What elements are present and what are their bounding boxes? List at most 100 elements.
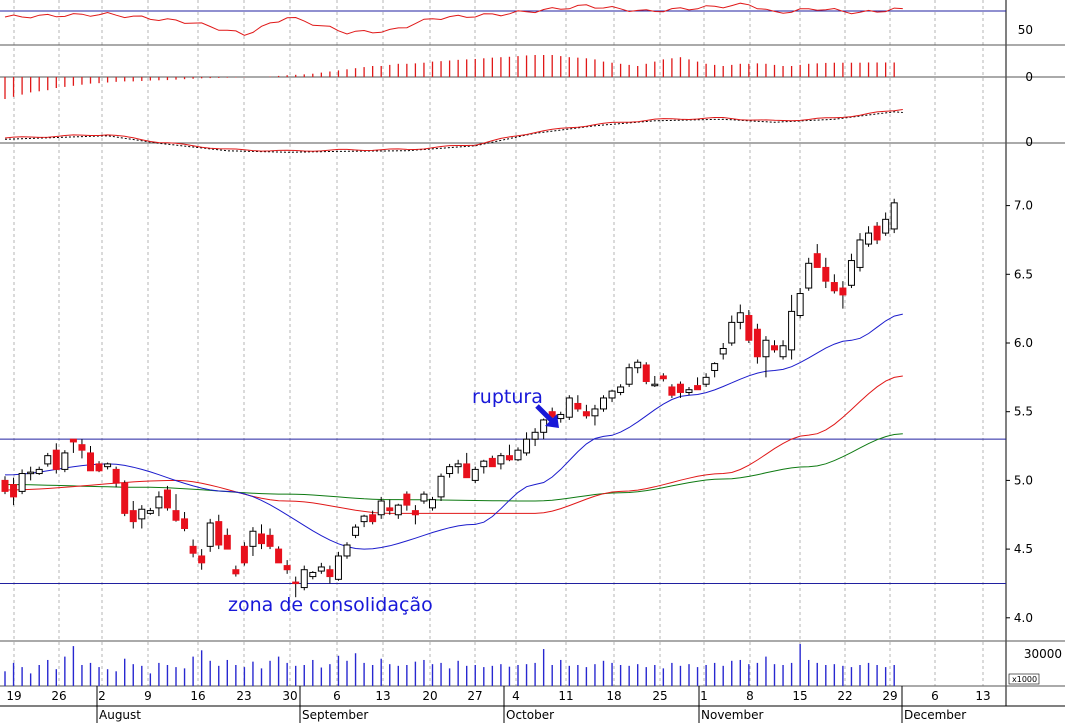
- candle: [847, 253, 855, 289]
- x-tick-label: 13: [975, 689, 990, 703]
- volume-unit-box: [1008, 673, 1040, 685]
- candle: [625, 363, 633, 387]
- candle-body: [642, 364, 650, 382]
- panel-frames: [0, 0, 1065, 707]
- candle: [112, 466, 120, 488]
- candle-body: [386, 507, 394, 512]
- candle: [181, 512, 189, 532]
- consolidation-annotation: zona de consolidação: [228, 594, 433, 616]
- candle-body: [779, 345, 787, 358]
- candle-body: [480, 460, 488, 468]
- candle: [360, 514, 368, 528]
- indicator-panel-1: [0, 2, 1006, 36]
- candle: [574, 395, 582, 412]
- x-tick-label: 29: [882, 689, 897, 703]
- candle: [454, 459, 462, 474]
- candle: [52, 443, 60, 474]
- candle-body: [18, 473, 26, 492]
- x-tick-label: 25: [652, 689, 667, 703]
- candle: [300, 565, 308, 591]
- candle: [890, 198, 898, 234]
- candle-body: [27, 471, 35, 475]
- candle-body: [574, 402, 582, 410]
- candle: [822, 257, 830, 289]
- candle: [275, 546, 283, 564]
- candle: [377, 496, 385, 519]
- price-tick-label: 4.5: [1014, 542, 1033, 556]
- candle: [309, 571, 317, 580]
- candle-body: [352, 526, 360, 536]
- candle-body: [309, 571, 317, 578]
- candle-body: [232, 569, 240, 575]
- candle: [232, 565, 240, 577]
- candle: [694, 377, 702, 391]
- candle-body: [514, 449, 522, 461]
- candle: [223, 528, 231, 550]
- x-tick-label: 16: [190, 689, 205, 703]
- candle: [882, 212, 890, 236]
- candle: [189, 539, 197, 558]
- candle-body: [540, 419, 548, 433]
- candle: [771, 340, 778, 353]
- candle-body: [138, 508, 146, 520]
- candle-body: [565, 397, 573, 418]
- candle: [240, 542, 248, 566]
- candle-body: [728, 321, 736, 344]
- candle: [283, 560, 291, 574]
- candle: [753, 323, 761, 364]
- candle-body: [471, 468, 479, 481]
- candle-body: [523, 438, 531, 454]
- candle-body: [1, 479, 9, 492]
- candle: [172, 494, 180, 522]
- candle-body: [394, 504, 402, 516]
- volume-unit-label: x1000: [1012, 675, 1037, 684]
- candle-body: [548, 411, 556, 418]
- candle: [129, 501, 137, 529]
- candle: [78, 439, 86, 459]
- candle: [702, 373, 710, 387]
- x-tick-label: 6: [333, 689, 341, 703]
- candle: [104, 462, 112, 470]
- candle: [796, 288, 804, 319]
- x-tick-label: 19: [6, 689, 21, 703]
- candle: [44, 452, 52, 467]
- candle: [856, 233, 864, 272]
- x-tick-label: 11: [558, 689, 573, 703]
- candle: [873, 222, 881, 245]
- ma-fast-line: [4, 313, 903, 550]
- candle: [386, 499, 394, 515]
- candle: [523, 432, 531, 456]
- candle: [591, 404, 599, 426]
- candle-body: [249, 530, 257, 547]
- candle-body: [651, 383, 659, 387]
- breakout-annotation: ruptura: [472, 386, 543, 408]
- candle: [411, 505, 419, 525]
- candle-body: [608, 390, 616, 399]
- candle: [163, 485, 171, 511]
- candle-body: [189, 545, 197, 554]
- volume-panel: [4, 644, 895, 686]
- candle: [429, 496, 436, 511]
- price-panel: [0, 198, 1006, 598]
- candle-body: [839, 287, 847, 296]
- price-tick-label: 6.0: [1014, 336, 1033, 350]
- candle: [540, 418, 548, 440]
- candle-body: [711, 363, 719, 371]
- indicator3-line: [4, 109, 903, 152]
- month-label: September: [302, 708, 368, 722]
- candle: [292, 576, 300, 598]
- candle-body: [788, 310, 796, 351]
- candle: [531, 428, 539, 447]
- candle: [676, 381, 684, 398]
- indicator3-signal-line: [4, 111, 903, 153]
- x-tick-label: 26: [51, 689, 66, 703]
- x-tick-label: 20: [422, 689, 437, 703]
- candle-body: [847, 260, 855, 286]
- candle: [505, 444, 513, 462]
- candle-body: [822, 266, 830, 282]
- candle: [762, 336, 770, 378]
- candle-body: [300, 569, 308, 589]
- candle: [813, 244, 821, 268]
- candle-body: [591, 408, 599, 417]
- candle: [745, 310, 753, 343]
